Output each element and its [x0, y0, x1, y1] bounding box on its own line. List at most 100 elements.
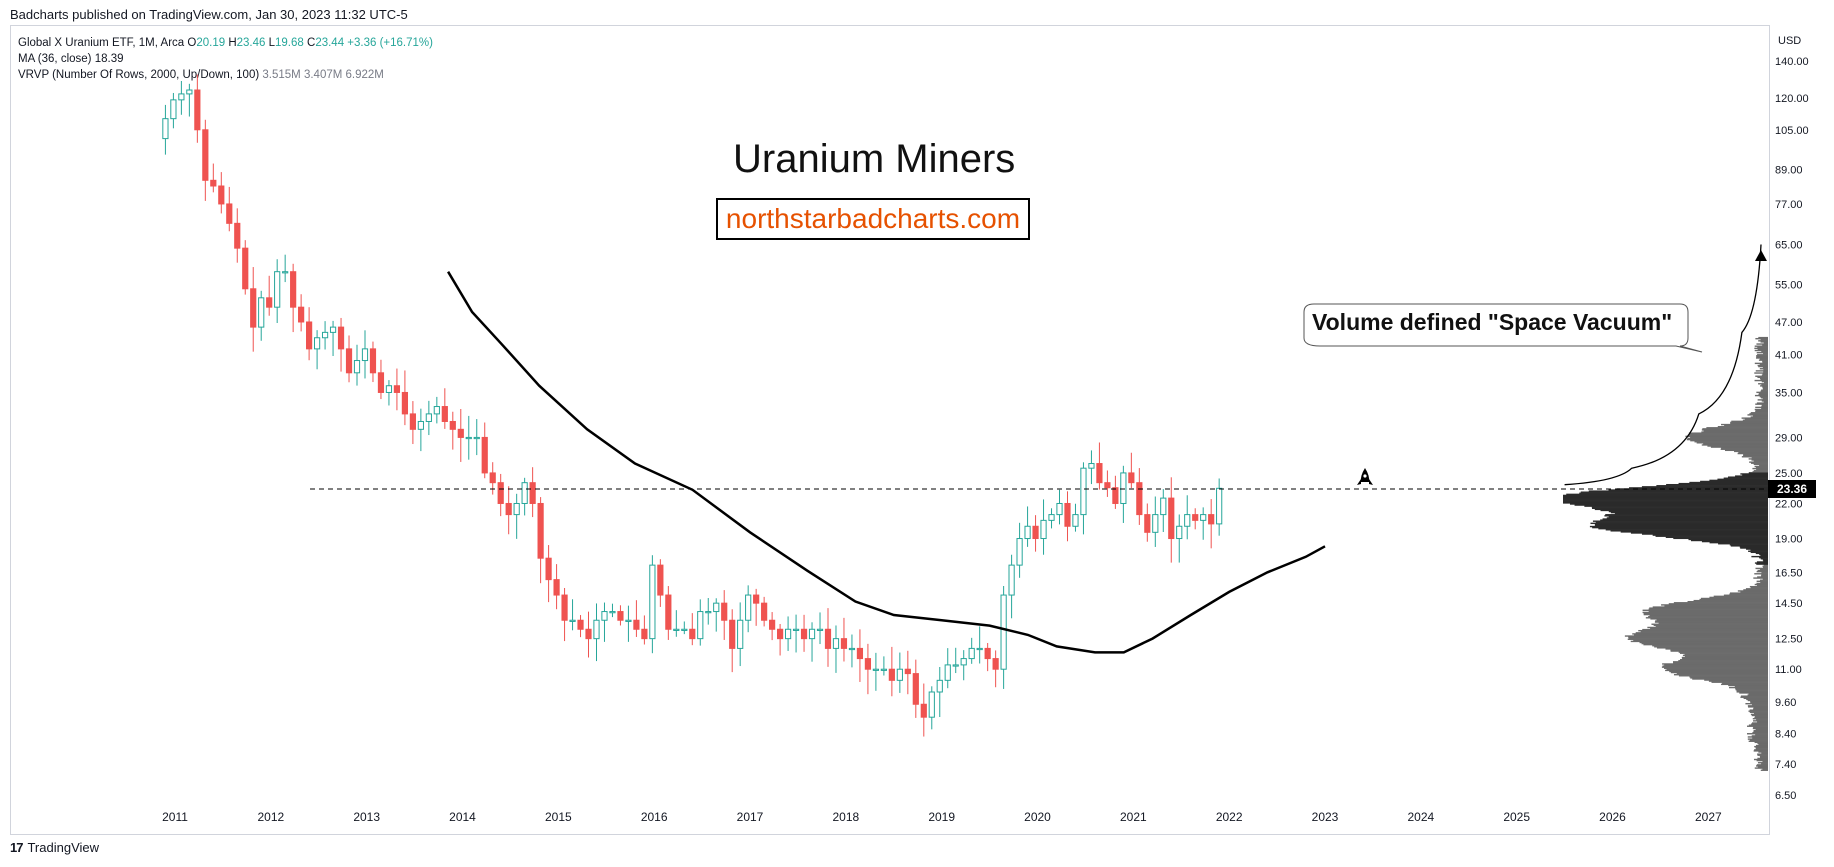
candle-body — [425, 413, 432, 422]
profile-bar — [1633, 634, 1768, 636]
candle — [976, 626, 983, 664]
candle-body — [1032, 525, 1039, 540]
candle-body — [313, 337, 321, 350]
candle-body — [1000, 594, 1007, 670]
profile-bar — [1762, 566, 1768, 569]
profile-bar — [1761, 350, 1768, 353]
profile-bar — [1563, 497, 1768, 500]
y-tick-label: 65.00 — [1775, 239, 1803, 251]
profile-bar — [1759, 568, 1768, 571]
profile-bar — [1723, 477, 1768, 479]
x-tick-label: 2025 — [1503, 810, 1530, 824]
profile-bar — [1754, 465, 1768, 468]
candle-body — [1072, 514, 1079, 527]
profile-bar — [1580, 491, 1768, 493]
profile-bar — [1756, 584, 1768, 587]
candle-body — [944, 664, 951, 681]
x-tick-label: 2018 — [832, 810, 859, 824]
candle-body — [832, 638, 840, 649]
candle — [856, 629, 864, 682]
profile-bar — [1591, 506, 1768, 508]
price-axis: USD 140.00 120.00 105.00 89.00 77.00 65.00 55.0… — [1775, 35, 1809, 802]
candle-body — [657, 564, 664, 596]
candle — [1184, 495, 1191, 540]
footer[interactable]: 17 TradingView — [10, 840, 99, 855]
candle — [1128, 452, 1135, 489]
profile-bar — [1608, 516, 1768, 518]
y-tick-label: 105.00 — [1775, 125, 1809, 137]
vrvp-legend[interactable]: VRVP (Number Of Rows, 2000, Up/Down, 100… — [18, 69, 384, 81]
candle-body — [617, 611, 624, 621]
profile-bar — [1638, 629, 1768, 632]
profile-bar — [1763, 560, 1768, 562]
candle-body — [753, 594, 760, 604]
profile-bar — [1761, 405, 1768, 408]
candle-body — [1200, 514, 1207, 521]
profile-bar — [1605, 514, 1768, 516]
profile-bar — [1737, 452, 1768, 455]
candle-body — [306, 321, 313, 350]
candle — [1112, 475, 1119, 509]
profile-bar — [1602, 518, 1768, 520]
candle — [250, 267, 257, 352]
profile-bar — [1681, 656, 1768, 659]
candle — [848, 634, 856, 668]
candle-body — [912, 673, 919, 705]
candle — [1056, 489, 1063, 525]
candle — [162, 104, 169, 155]
ma-label: MA (36, close) — [18, 53, 92, 65]
profile-bar — [1656, 647, 1768, 649]
profile-bar — [1747, 705, 1768, 707]
profile-bar — [1758, 393, 1768, 396]
candle-body — [1080, 467, 1087, 516]
volume-profile — [1563, 336, 1768, 771]
profile-bar — [1718, 543, 1768, 545]
profile-bar — [1689, 676, 1768, 678]
profile-bar — [1678, 651, 1768, 653]
profile-bar — [1753, 712, 1768, 715]
candle — [880, 656, 887, 676]
profile-bar — [1729, 686, 1768, 689]
profile-bar — [1741, 417, 1768, 419]
candle — [553, 564, 560, 610]
profile-bar — [1740, 695, 1768, 697]
profile-bar — [1760, 378, 1768, 381]
profile-bar — [1759, 363, 1768, 366]
ma-legend[interactable]: MA (36, close) 18.39 — [18, 53, 123, 65]
candle-body — [186, 89, 193, 95]
candle — [593, 603, 600, 662]
profile-bar — [1755, 406, 1768, 409]
candle-body — [1048, 514, 1055, 521]
symbol-legend[interactable]: Global X Uranium ETF, 1M, Arca O20.19 H2… — [18, 37, 433, 49]
profile-bar — [1684, 653, 1768, 656]
candle-body — [329, 326, 337, 333]
profile-bar — [1748, 550, 1768, 552]
profile-bar — [1756, 764, 1768, 766]
profile-bar — [1762, 344, 1768, 346]
profile-bar — [1592, 520, 1768, 522]
profile-bar — [1701, 444, 1768, 446]
profile-bar — [1656, 485, 1768, 487]
candle-body — [896, 668, 903, 681]
profile-bar — [1563, 496, 1768, 499]
profile-bar — [1755, 403, 1768, 405]
profile-bar — [1762, 360, 1768, 362]
profile-bar — [1655, 625, 1768, 628]
candle — [585, 611, 592, 658]
profile-bar — [1758, 340, 1768, 342]
candle — [1160, 489, 1167, 533]
profile-bar — [1584, 505, 1768, 507]
chart-frame[interactable] — [10, 25, 1770, 835]
candle-body — [449, 420, 456, 430]
candle-body — [1128, 472, 1135, 484]
candle — [561, 587, 568, 642]
open-label: O — [187, 37, 197, 49]
candle-body — [1064, 502, 1071, 527]
profile-bar — [1760, 385, 1768, 387]
profile-bar — [1700, 480, 1768, 483]
candle-body — [641, 628, 648, 640]
profile-bar — [1721, 447, 1768, 449]
profile-bar — [1759, 368, 1768, 370]
website-link[interactable]: northstarbadcharts.com — [716, 198, 1030, 240]
